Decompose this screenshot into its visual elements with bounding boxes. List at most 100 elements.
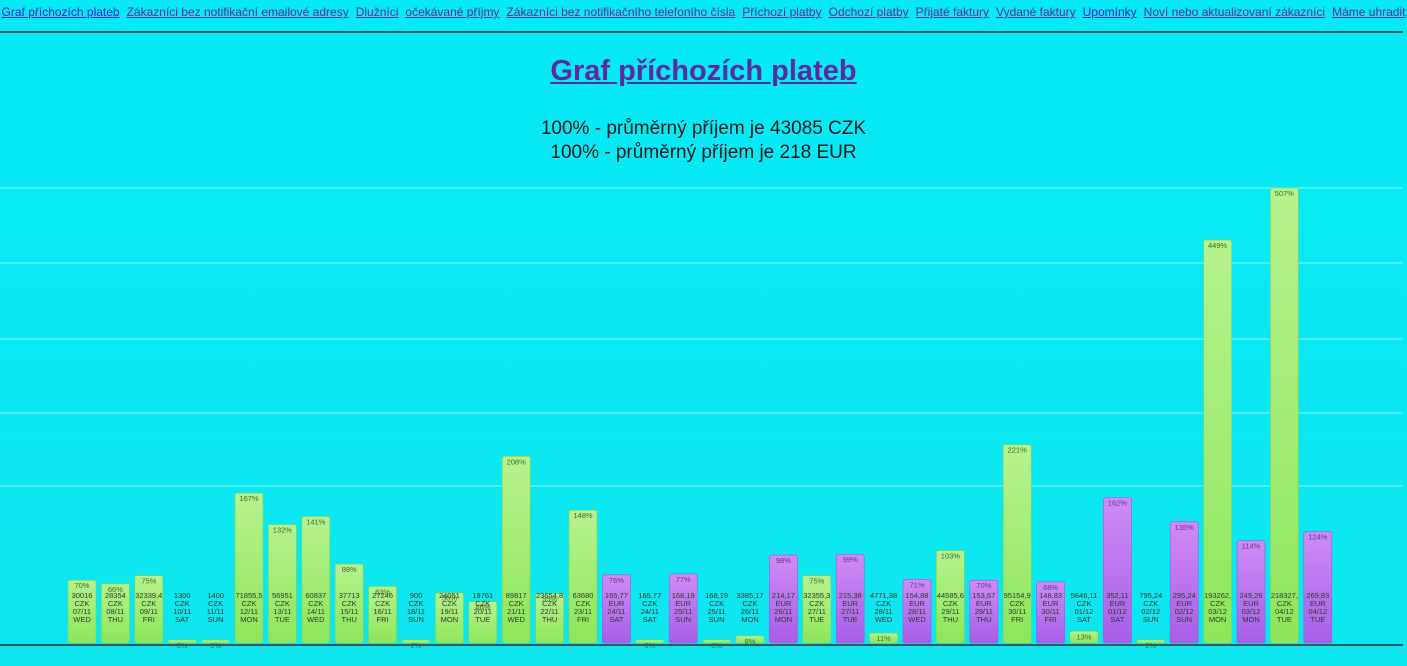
bar-value-label: CZK bbox=[475, 599, 490, 608]
bar-value-label: 26/11 bbox=[741, 607, 759, 616]
bar-value-label: 28354 bbox=[105, 591, 126, 600]
nav-link-10[interactable]: Upomínky bbox=[1082, 5, 1137, 19]
bar-value-label: WED bbox=[307, 615, 325, 624]
bar-value-label: 28/11 bbox=[908, 607, 926, 616]
bar bbox=[869, 632, 898, 644]
bar-value-label: 28/11 bbox=[874, 607, 892, 616]
average-eur-text: 100% - průměrný příjem je 218 EUR bbox=[550, 142, 857, 163]
bar-value-label: 295,24 bbox=[1173, 591, 1196, 600]
bar-percent-label: 114% bbox=[1242, 542, 1261, 551]
bar-value-label: EUR bbox=[675, 599, 691, 608]
bar-value-label: 56951 bbox=[272, 591, 293, 600]
nav-divider bbox=[0, 31, 1403, 33]
bar-value-label: 1300 bbox=[174, 591, 191, 600]
bar bbox=[735, 635, 765, 644]
nav-link-9[interactable]: Vydané faktury bbox=[996, 5, 1076, 19]
bar-value-label: 44585,6 bbox=[937, 591, 964, 600]
bar-percent-label: 162% bbox=[1108, 499, 1128, 508]
bar-value-label: 10/11 bbox=[173, 607, 191, 616]
bar bbox=[802, 575, 832, 644]
bar-value-label: 165,77 bbox=[605, 591, 628, 600]
nav-link-1[interactable]: Graf příchozích plateb bbox=[1, 5, 120, 19]
bar-value-label: 15/11 bbox=[340, 607, 358, 616]
page-title[interactable]: Graf příchozích plateb bbox=[550, 55, 857, 87]
nav-link-2[interactable]: Zákazníci bez notifikační emailové adres… bbox=[126, 5, 349, 19]
bar-value-label: 269,83 bbox=[1306, 591, 1329, 600]
bar-value-label: CZK bbox=[242, 599, 257, 608]
nav-link-8[interactable]: Přijaté faktury bbox=[915, 5, 990, 19]
bar-percent-label: 449% bbox=[1208, 241, 1228, 250]
bar-value-label: CZK bbox=[409, 599, 424, 608]
nav-link-4[interactable]: očekávané příjmy bbox=[405, 5, 500, 19]
bar-value-label: TUE bbox=[475, 615, 490, 624]
bar-value-label: MON bbox=[1242, 615, 1260, 624]
bar bbox=[1103, 497, 1132, 644]
bar-value-label: SUN bbox=[208, 615, 224, 624]
bar-percent-label: 56% bbox=[442, 594, 457, 603]
bar-value-label: 07/11 bbox=[73, 607, 91, 616]
nav-link-11[interactable]: Noví nebo aktualizovaní zákazníci bbox=[1143, 5, 1326, 19]
bar-value-label: CZK bbox=[1277, 599, 1292, 608]
bar-value-label: SAT bbox=[609, 615, 623, 624]
bar-value-label: MON bbox=[240, 615, 258, 624]
bar-value-label: EUR bbox=[976, 599, 992, 608]
nav-link-7[interactable]: Odchozí platby bbox=[828, 5, 909, 19]
nav-link-5[interactable]: Zákazníci bez notifikačního telefoního č… bbox=[506, 5, 736, 19]
bar-value-label: CZK bbox=[175, 599, 190, 608]
bar-value-label: FRI bbox=[1011, 615, 1023, 624]
bar bbox=[268, 524, 297, 644]
bar bbox=[902, 578, 932, 644]
bar-value-label: THU bbox=[976, 615, 991, 624]
bar-value-label: 16/11 bbox=[373, 607, 391, 616]
nav-link-3[interactable]: Dlužníci bbox=[355, 5, 399, 19]
bar-value-label: EUR bbox=[1176, 599, 1192, 608]
bar-percent-label: 167% bbox=[239, 494, 259, 503]
bar-value-label: MON bbox=[741, 615, 759, 624]
bar-value-label: 01/12 bbox=[1075, 607, 1094, 616]
nav-link-6[interactable]: Příchozí platby bbox=[742, 5, 822, 19]
bar-value-label: 04/12 bbox=[1308, 607, 1327, 616]
bar-value-label: MON bbox=[1209, 615, 1227, 624]
bar-value-label: 218327, bbox=[1271, 591, 1298, 600]
nav-link-12[interactable]: Máme uhradit bbox=[1332, 5, 1406, 19]
bar-percent-label: 75% bbox=[141, 577, 156, 586]
bar bbox=[936, 550, 965, 644]
bar-value-label: 24/11 bbox=[607, 607, 625, 616]
bar-value-label: 30/11 bbox=[1008, 607, 1026, 616]
bar-percent-label: 135% bbox=[1175, 523, 1195, 532]
bar-percent-label: 71% bbox=[909, 580, 924, 589]
bar-percent-label: 8% bbox=[745, 637, 756, 646]
bar bbox=[167, 639, 197, 644]
bar-value-label: CZK bbox=[275, 599, 290, 608]
bar-percent-label: 66% bbox=[108, 585, 123, 594]
bar-percent-label: 507% bbox=[1275, 189, 1295, 198]
bar-value-label: 19761 bbox=[472, 591, 493, 600]
top-navigation: Graf příchozích plateb Zákazníci bez noti… bbox=[0, 5, 1407, 23]
bar-percent-label: 99% bbox=[843, 555, 858, 564]
bar bbox=[368, 586, 397, 644]
bar-percent-label: 70% bbox=[976, 581, 991, 590]
bar-value-label: CZK bbox=[743, 599, 758, 608]
bar-value-label: THU bbox=[943, 615, 958, 624]
bar-value-label: 3385,17 bbox=[736, 591, 763, 600]
bar bbox=[468, 601, 498, 644]
bar-value-label: TUE bbox=[843, 615, 858, 624]
bar-value-label: SUN bbox=[408, 615, 424, 624]
bar-value-label: 193262, bbox=[1204, 591, 1231, 600]
